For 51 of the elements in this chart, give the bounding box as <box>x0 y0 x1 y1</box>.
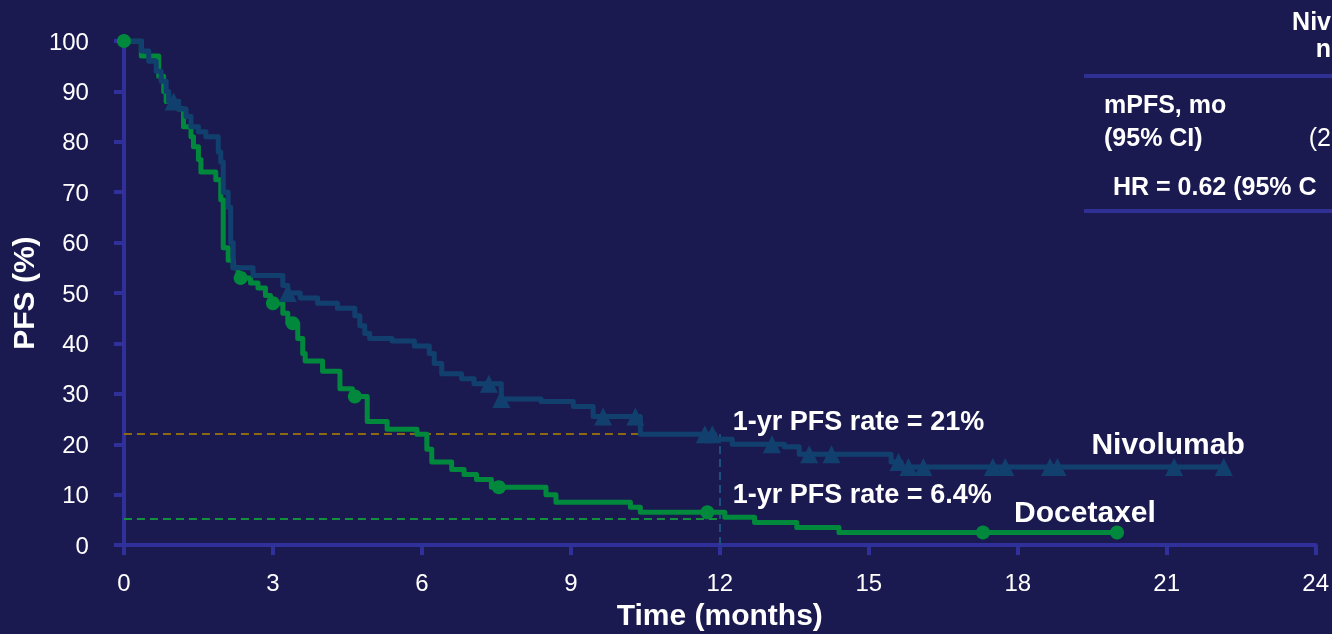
y-tick-label: 10 <box>62 481 89 509</box>
x-tick-label: 9 <box>564 568 578 596</box>
annotation: 1-yr PFS rate = 6.4% <box>732 479 992 510</box>
point <box>899 457 918 476</box>
point <box>822 445 841 464</box>
point <box>285 316 300 331</box>
y-tick-label: 60 <box>62 229 89 257</box>
y-tick-label: 50 <box>62 279 89 307</box>
point <box>265 296 280 311</box>
point <box>233 270 248 285</box>
y-tick-label: 70 <box>62 178 89 206</box>
annotation: HR = 0.62 (95% C <box>1113 172 1317 200</box>
point <box>703 425 722 444</box>
x-tick-label: 15 <box>855 568 883 596</box>
point <box>762 435 781 454</box>
point <box>1165 457 1184 476</box>
x-tick-label: 21 <box>1153 568 1181 596</box>
point <box>975 525 990 540</box>
y-tick-label: 80 <box>62 128 89 156</box>
point <box>594 407 613 426</box>
x-tick-label: 6 <box>415 568 429 596</box>
y-tick-label: 30 <box>62 380 89 408</box>
point <box>1214 457 1233 476</box>
annotation: n <box>1315 34 1331 62</box>
x-tick-label: 24 <box>1302 568 1329 596</box>
annotation: (95% CI) <box>1104 123 1203 151</box>
y-tick-label: 40 <box>62 329 89 357</box>
y-tick-label: 20 <box>62 430 89 458</box>
point <box>347 389 362 404</box>
x-tick-label: 12 <box>706 568 734 596</box>
x-tick-label: 3 <box>266 568 280 596</box>
point <box>479 374 498 393</box>
y-tick-label: 90 <box>62 77 89 105</box>
y-tick-label: 0 <box>75 531 89 559</box>
x-tick-label: 0 <box>117 568 131 596</box>
annotation: (2 <box>1308 123 1331 151</box>
point <box>914 457 933 476</box>
annotation: mPFS, mo <box>1104 90 1227 118</box>
series-label: Nivolumab <box>1091 427 1245 461</box>
series-label: Docetaxel <box>1014 495 1156 528</box>
y-axis-title: PFS (%) <box>6 236 40 350</box>
point <box>491 480 506 495</box>
x-axis-title: Time (months) <box>616 597 823 631</box>
y-tick-label: 100 <box>48 27 89 55</box>
annotation: 1-yr PFS rate = 21% <box>732 405 985 436</box>
text: Niv <box>1292 7 1332 35</box>
point <box>700 505 715 520</box>
point <box>626 407 645 426</box>
point <box>800 445 819 464</box>
x-tick-label: 18 <box>1004 568 1032 596</box>
point <box>1110 525 1125 540</box>
